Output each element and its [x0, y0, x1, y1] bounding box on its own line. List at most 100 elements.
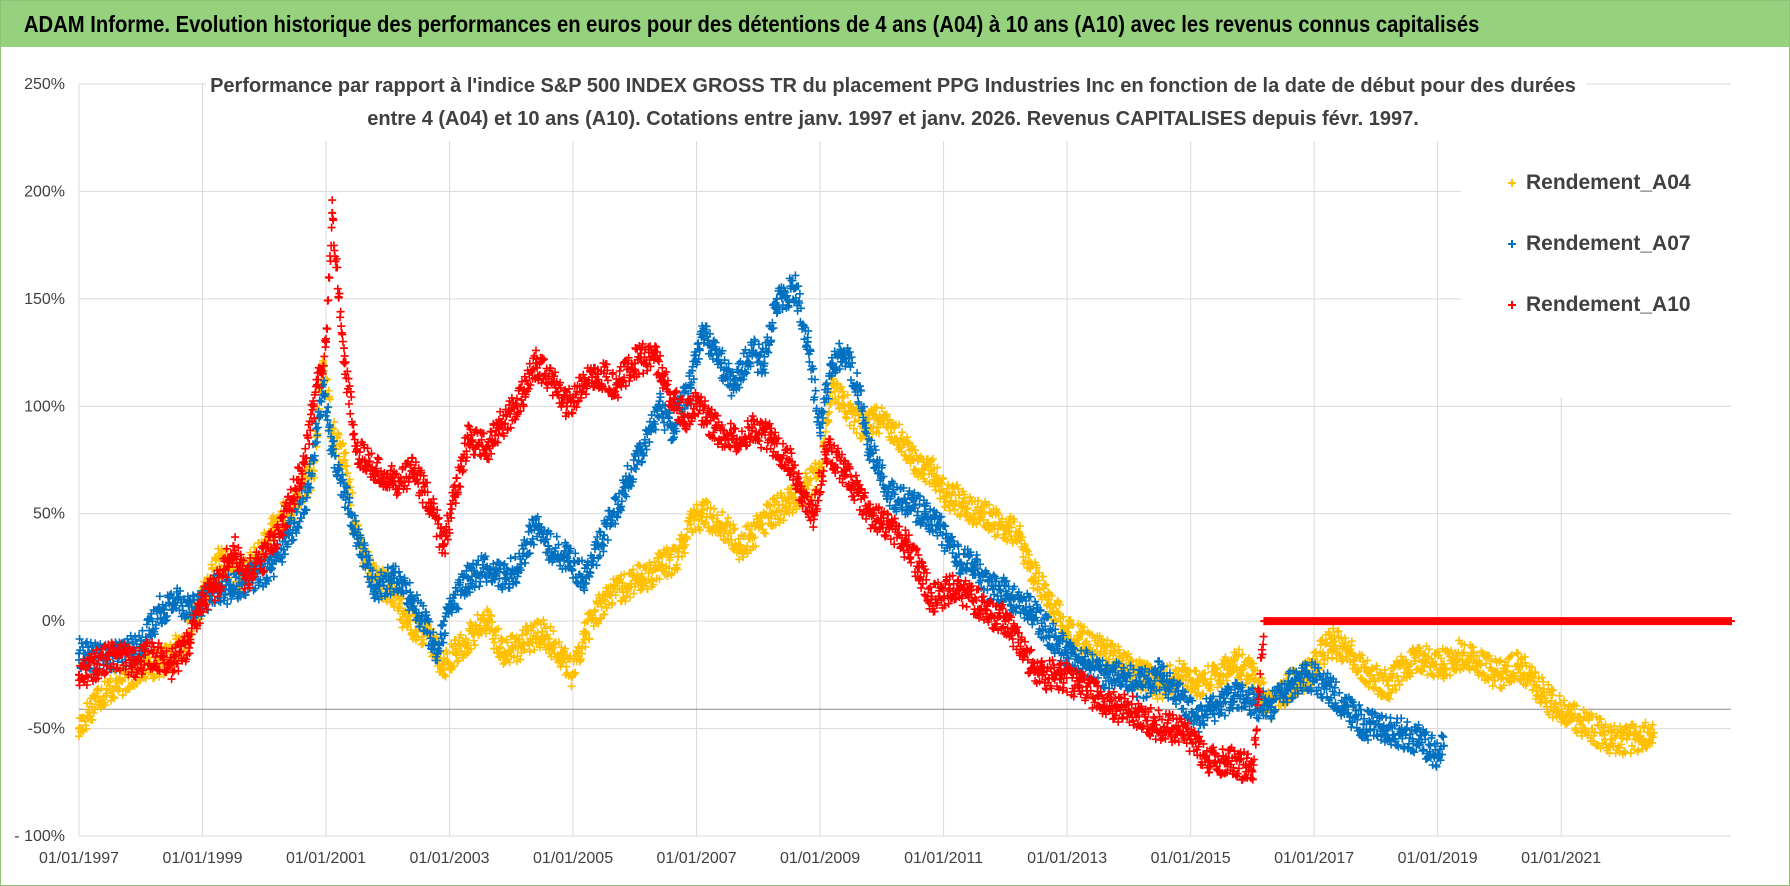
data-point [828, 380, 837, 389]
data-point [1316, 649, 1325, 658]
x-tick-label: 01/01/2001 [286, 850, 366, 867]
data-point [1347, 649, 1356, 658]
data-point [538, 627, 547, 636]
data-point [1476, 660, 1485, 669]
data-point [1649, 728, 1658, 737]
data-point [451, 649, 460, 658]
x-axis-labels: 01/01/1997 01/01/1999 01/01/2001 01/01/2003… [39, 850, 1601, 867]
data-point [1081, 660, 1090, 669]
data-point [853, 488, 862, 497]
x-tick-label: 01/01/2019 [1398, 850, 1478, 867]
data-point [309, 402, 318, 411]
y-tick-label: - 100% [14, 828, 65, 845]
gridlines [78, 83, 1731, 837]
data-point [908, 456, 917, 464]
data-point [322, 337, 331, 346]
data-point [970, 563, 979, 572]
data-point [840, 402, 849, 411]
data-point [1013, 531, 1022, 540]
data-point [964, 591, 973, 600]
data-point [464, 574, 473, 583]
data-point [766, 434, 775, 443]
x-tick-label: 01/01/2003 [410, 850, 490, 867]
data-point [933, 520, 942, 529]
data-point [828, 359, 837, 368]
data-point [1007, 591, 1016, 600]
data-point [717, 520, 726, 529]
data-point [550, 380, 559, 389]
data-point [902, 541, 911, 550]
data-point [433, 649, 442, 658]
data-point [1341, 703, 1350, 712]
data-point [1038, 670, 1047, 679]
data-point [328, 445, 337, 454]
data-point [927, 466, 936, 475]
data-point [890, 423, 899, 432]
data-point [655, 402, 664, 411]
data-point [1322, 681, 1331, 690]
data-point [1100, 649, 1109, 658]
data-point [1192, 681, 1201, 690]
legend-background [1461, 137, 1731, 397]
data-point [75, 724, 83, 733]
data-point [914, 563, 923, 572]
data-point [1248, 670, 1257, 679]
data-point [581, 574, 590, 583]
data-point [340, 359, 349, 368]
data-point [1026, 563, 1035, 572]
data-point [427, 498, 436, 507]
data-point [1211, 703, 1220, 712]
data-point [439, 541, 448, 550]
data-point [482, 617, 491, 626]
data-point [445, 606, 454, 615]
data-point [1402, 660, 1411, 669]
data-point [1378, 724, 1387, 733]
data-point [198, 595, 207, 604]
data-point [155, 606, 164, 615]
data-point [1229, 692, 1238, 701]
y-tick-label: 0% [42, 613, 65, 630]
data-point [93, 660, 102, 669]
data-point [556, 649, 565, 658]
data-point [748, 531, 757, 540]
x-tick-label: 01/01/2009 [780, 850, 860, 867]
series-markers [75, 271, 1448, 771]
data-point [1248, 698, 1257, 707]
report-banner-title: ADAM Informe. Evolution historique des p… [23, 10, 1480, 37]
data-point [75, 670, 83, 679]
title-background [206, 69, 1586, 141]
data-point [408, 466, 417, 475]
data-point [760, 359, 769, 368]
y-axis-labels: 250% 200% 150% 100% 50% 0% -50% - 100% [14, 76, 65, 845]
data-point [408, 595, 417, 604]
data-point [1205, 756, 1214, 765]
data-point [118, 677, 127, 686]
data-point [1093, 692, 1102, 701]
data-point [766, 509, 775, 518]
legend-marker-icon [1508, 240, 1516, 248]
y-tick-label: 250% [24, 76, 65, 93]
data-point [1285, 681, 1294, 690]
data-point [976, 509, 985, 518]
data-point [686, 520, 695, 529]
data-point [1056, 670, 1065, 679]
data-point [636, 445, 645, 454]
data-point [1303, 670, 1312, 679]
data-point [1458, 649, 1467, 658]
series-markers [75, 196, 1735, 784]
data-point [1248, 767, 1257, 776]
data-point [865, 445, 874, 454]
data-point [612, 380, 621, 389]
data-point [840, 348, 849, 357]
data-point [303, 488, 312, 497]
data-point [544, 541, 553, 550]
data-point [686, 380, 695, 389]
data-point [173, 595, 182, 604]
data-point [816, 423, 825, 432]
data-point [1433, 750, 1442, 759]
data-point [501, 649, 510, 658]
data-point [989, 584, 998, 593]
data-point [1550, 703, 1559, 712]
data-point [599, 595, 608, 604]
data-point [1223, 756, 1232, 765]
